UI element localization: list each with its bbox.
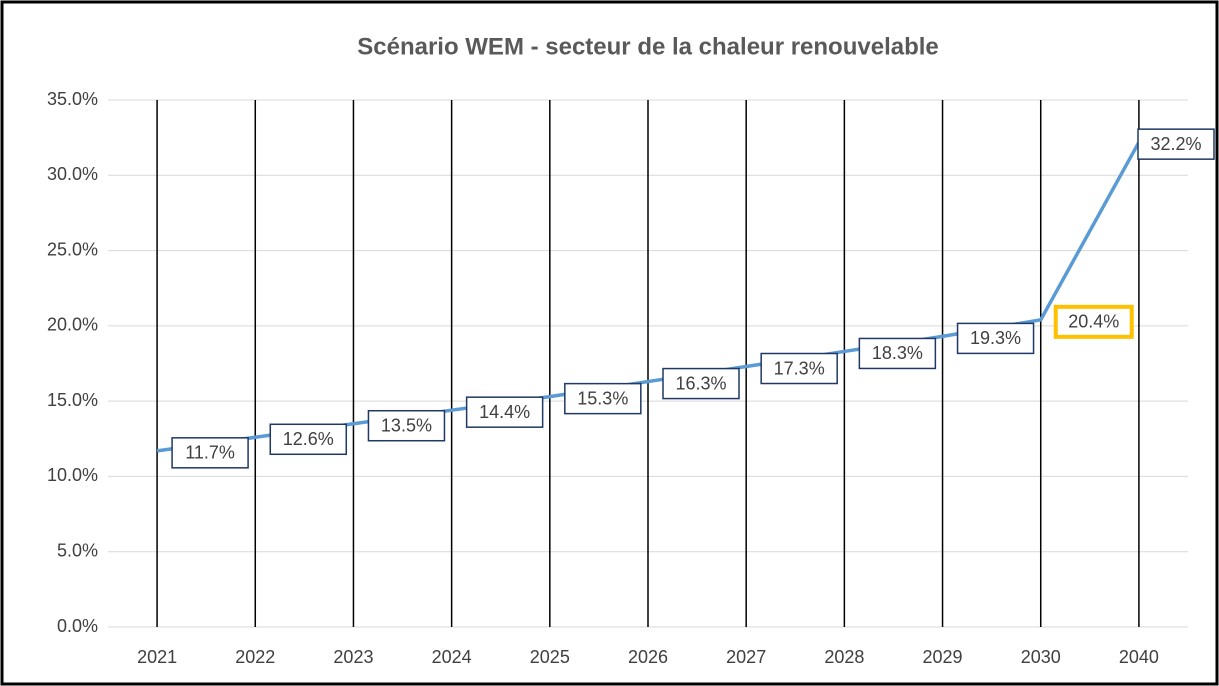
data-label-box [465, 396, 544, 428]
data-label-box [171, 437, 249, 469]
y-tick-label: 30.0% [47, 164, 98, 184]
y-tick-label: 0.0% [57, 616, 98, 636]
data-label-box [760, 352, 838, 385]
data-label: 18.3% [872, 343, 923, 363]
data-label-box [662, 367, 740, 400]
data-label: 32.2% [1150, 134, 1201, 154]
data-label-box [858, 337, 937, 370]
data-label-box [269, 423, 348, 456]
data-label: 14.4% [479, 402, 530, 422]
y-tick-label: 35.0% [47, 89, 98, 109]
data-label: 20.4% [1068, 312, 1119, 332]
x-tick-label: 2026 [628, 647, 668, 667]
x-tick-label: 2021 [137, 647, 177, 667]
data-label-box [564, 382, 642, 415]
data-label: 13.5% [381, 415, 432, 435]
x-tick-label: 2023 [333, 647, 373, 667]
x-tick-label: 2029 [923, 647, 963, 667]
data-label: 17.3% [774, 358, 825, 378]
x-tick-label: 2027 [726, 647, 766, 667]
x-tick-label: 2040 [1119, 647, 1159, 667]
x-tick-label: 2022 [235, 647, 275, 667]
x-tick-label: 2025 [530, 647, 570, 667]
data-label: 12.6% [283, 429, 334, 449]
data-label-box [1053, 304, 1134, 339]
x-tick-label: 2030 [1021, 647, 1061, 667]
y-tick-label: 20.0% [47, 315, 98, 335]
y-tick-label: 5.0% [57, 540, 98, 560]
data-label-box [956, 322, 1035, 355]
y-tick-label: 10.0% [47, 465, 98, 485]
data-label-box [1137, 128, 1215, 160]
y-tick-label: 25.0% [47, 239, 98, 259]
data-label: 15.3% [577, 388, 628, 408]
x-tick-label: 2028 [824, 647, 864, 667]
data-label: 11.7% [185, 443, 235, 463]
data-label: 19.3% [970, 328, 1021, 348]
data-label: 16.3% [675, 373, 726, 393]
y-tick-label: 15.0% [47, 390, 98, 410]
data-label-box [367, 409, 446, 442]
x-tick-label: 2024 [432, 647, 472, 667]
chart-title: Scénario WEM - secteur de la chaleur ren… [357, 33, 939, 60]
